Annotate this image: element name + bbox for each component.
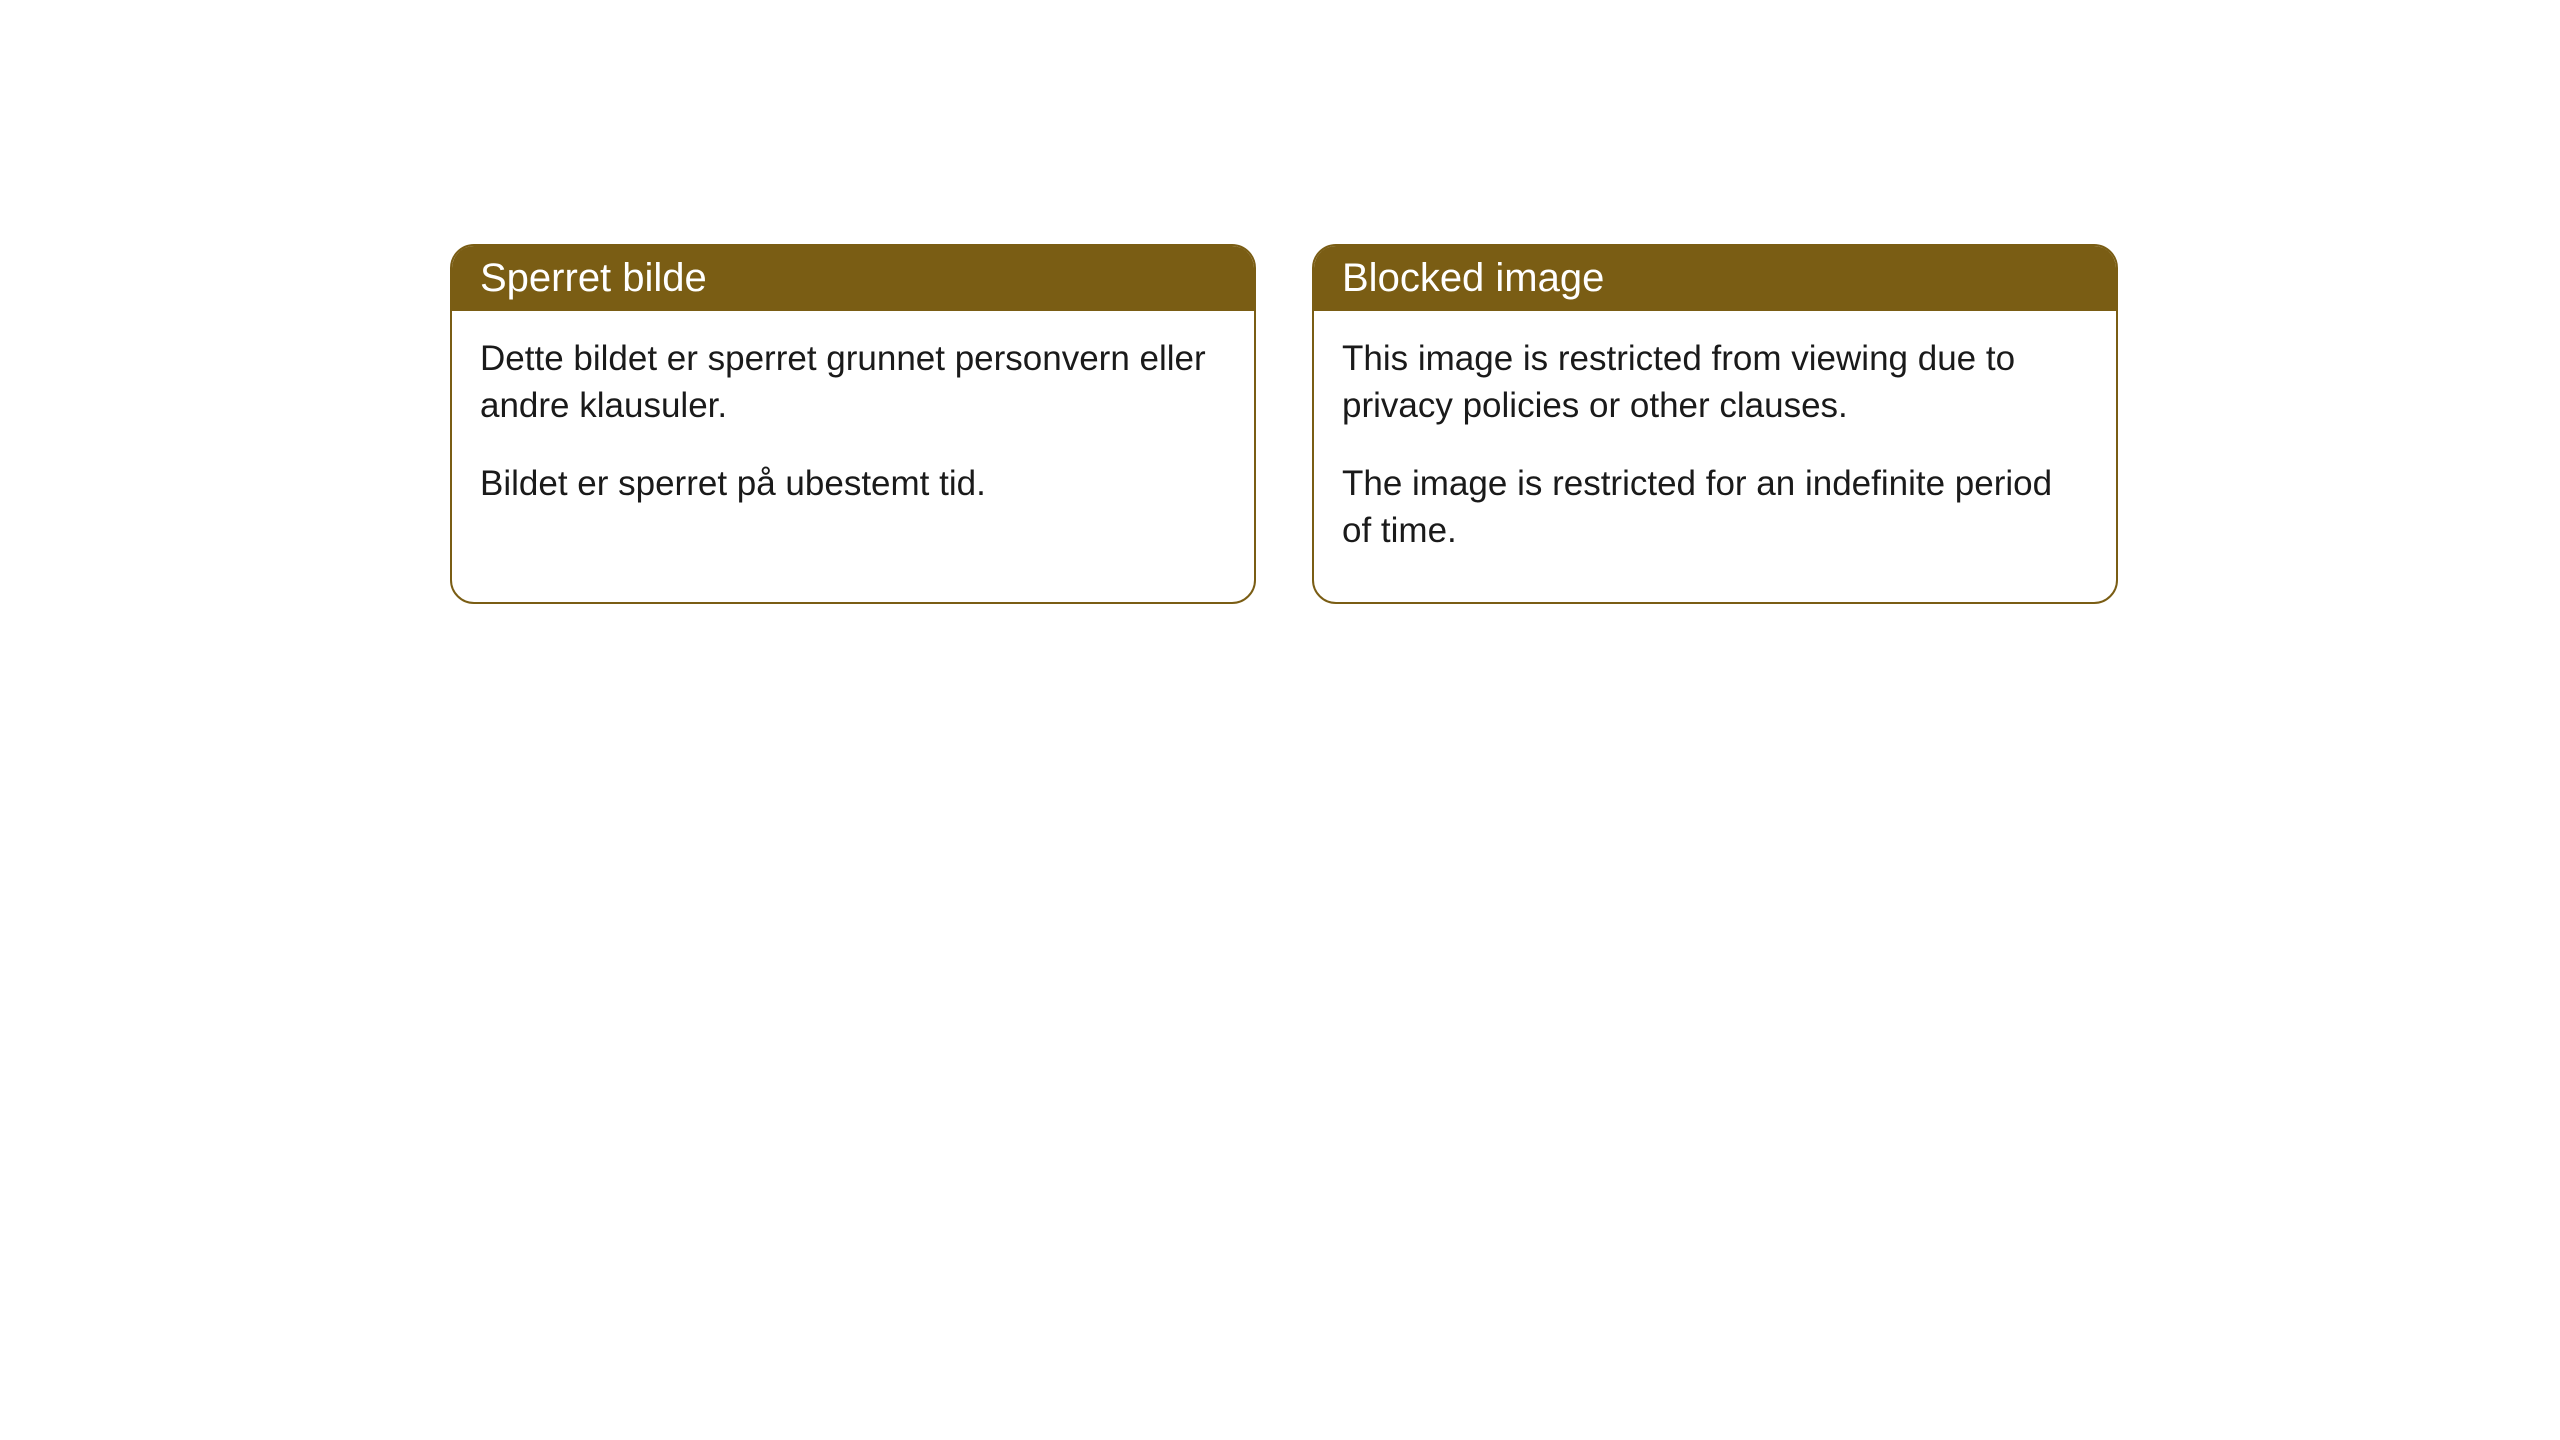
notice-body-english: This image is restricted from viewing du…: [1314, 311, 2116, 602]
notice-paragraph-1-english: This image is restricted from viewing du…: [1342, 335, 2088, 430]
notice-paragraph-2-english: The image is restricted for an indefinit…: [1342, 460, 2088, 555]
notice-paragraph-2-norwegian: Bildet er sperret på ubestemt tid.: [480, 460, 1226, 507]
notice-box-norwegian: Sperret bilde Dette bildet er sperret gr…: [450, 244, 1256, 604]
notice-paragraph-1-norwegian: Dette bildet er sperret grunnet personve…: [480, 335, 1226, 430]
notice-box-english: Blocked image This image is restricted f…: [1312, 244, 2118, 604]
notice-container: Sperret bilde Dette bildet er sperret gr…: [0, 0, 2560, 604]
notice-body-norwegian: Dette bildet er sperret grunnet personve…: [452, 311, 1254, 555]
notice-title-english: Blocked image: [1314, 246, 2116, 311]
notice-title-norwegian: Sperret bilde: [452, 246, 1254, 311]
